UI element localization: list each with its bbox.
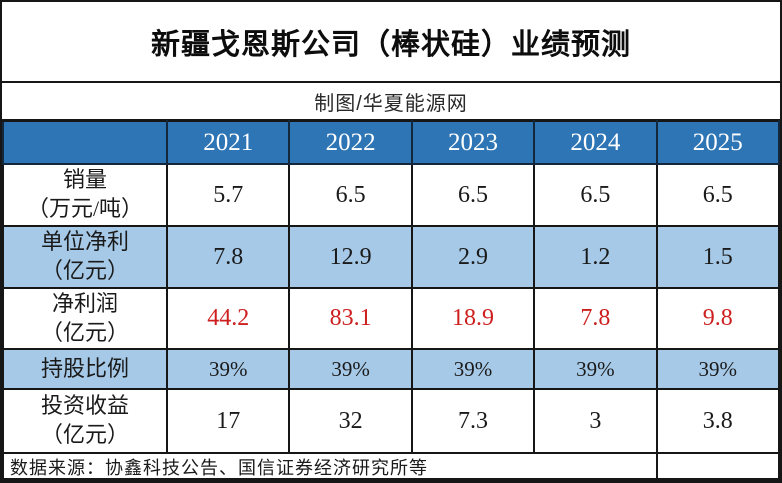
source-row: 数据来源：协鑫科技公告、国信证券经济研究所等	[2, 452, 781, 482]
year-header-2024: 2024	[533, 120, 658, 165]
table-row: 净利润 （亿元） 44.2 83.1 18.9 7.8 9.8	[2, 287, 781, 350]
value-cell: 6.5	[288, 163, 413, 227]
value-cell: 39%	[533, 348, 658, 390]
table-row: 销量 （万元/吨） 5.7 6.5 6.5 6.5 6.5	[2, 163, 781, 227]
value-cell: 39%	[655, 348, 781, 390]
value-cell: 9.8	[655, 287, 781, 350]
value-cell: 3	[533, 388, 658, 454]
value-cell: 7.8	[533, 287, 658, 350]
year-header-2023: 2023	[410, 120, 536, 165]
year-header-2022: 2022	[288, 120, 413, 165]
credit-line: 制图/华夏能源网	[314, 92, 468, 115]
value-cell: 5.7	[165, 163, 291, 227]
year-header-row: 2021 2022 2023 2024 2025	[2, 120, 781, 165]
value-cell: 39%	[165, 348, 291, 390]
table-row: 持股比例 39% 39% 39% 39% 39%	[2, 348, 781, 390]
data-source-text: 数据来源：协鑫科技公告、国信证券经济研究所等	[2, 452, 658, 482]
page-title: 新疆戈恩斯公司（棒状硅）业绩预测	[150, 28, 631, 61]
value-cell: 39%	[288, 348, 413, 390]
row-label: 净利润 （亿元）	[2, 287, 168, 350]
subtitle-bar: 制图/华夏能源网	[2, 83, 780, 120]
value-cell: 6.5	[410, 163, 536, 227]
value-cell: 1.5	[655, 225, 781, 289]
forecast-table: 2021 2022 2023 2024 2025 销量 （万元/吨） 5.7 6.5 6.5 6.…	[2, 120, 781, 482]
table-corner-cell	[2, 120, 168, 165]
value-cell: 18.9	[410, 287, 536, 350]
value-cell: 39%	[410, 348, 536, 390]
value-cell: 2.9	[410, 225, 536, 289]
table-row: 投资收益 （亿元） 17 32 7.3 3 3.8	[2, 388, 781, 454]
value-cell: 83.1	[288, 287, 413, 350]
value-cell: 17	[165, 388, 291, 454]
title-bar: 新疆戈恩斯公司（棒状硅）业绩预测	[2, 2, 780, 83]
value-cell: 3.8	[655, 388, 781, 454]
value-cell: 32	[288, 388, 413, 454]
year-header-2025: 2025	[655, 120, 781, 165]
row-label: 持股比例	[2, 348, 168, 390]
row-label: 单位净利 （亿元）	[2, 225, 168, 289]
value-cell: 44.2	[165, 287, 291, 350]
row-label: 销量 （万元/吨）	[2, 163, 168, 227]
value-cell: 12.9	[288, 225, 413, 289]
empty-cell	[655, 452, 781, 482]
table-row: 单位净利 （亿元） 7.8 12.9 2.9 1.2 1.5	[2, 225, 781, 289]
value-cell: 7.3	[410, 388, 536, 454]
value-cell: 6.5	[533, 163, 658, 227]
value-cell: 7.8	[165, 225, 291, 289]
value-cell: 1.2	[533, 225, 658, 289]
year-header-2021: 2021	[165, 120, 291, 165]
row-label: 投资收益 （亿元）	[2, 388, 168, 454]
value-cell: 6.5	[655, 163, 781, 227]
